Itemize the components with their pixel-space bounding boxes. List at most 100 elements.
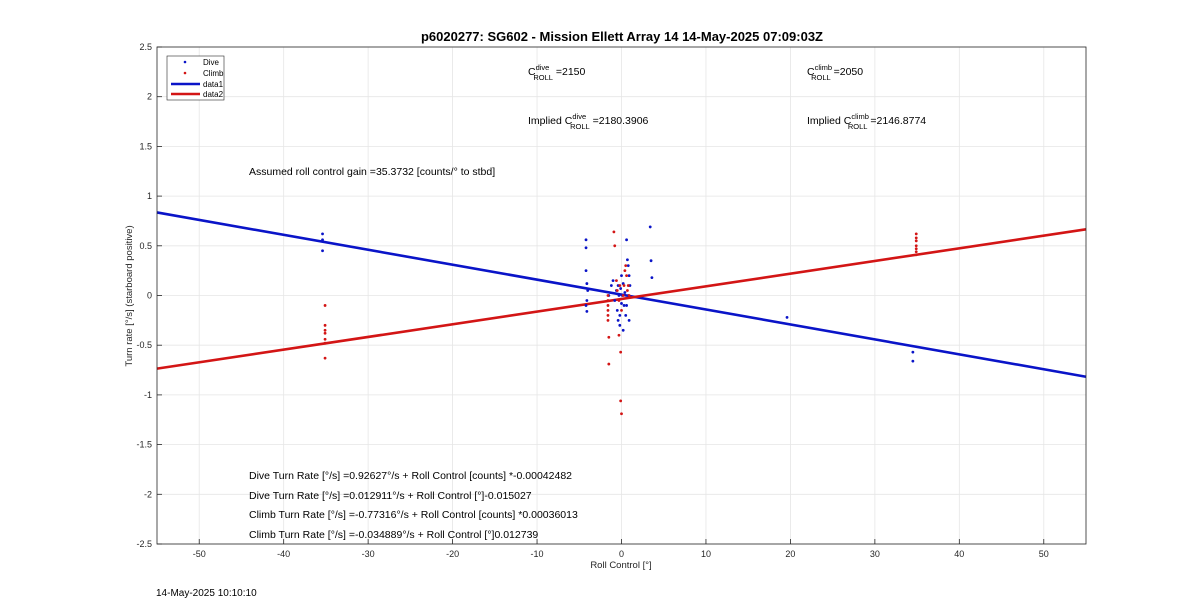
c-roll-climb-annotation: Cclimb ROLL =2050 [807,63,863,82]
climb-point [914,250,918,254]
dive-point [321,249,324,253]
dive-point [911,359,915,363]
dive-point [622,304,626,307]
y-axis-label: Turn rate [°/s] (starboard positive) [124,225,135,366]
legend-data2-label: data2 [203,90,224,99]
dive-point [618,323,622,327]
dive-point [609,284,613,287]
y-tick-label: -0.5 [136,340,152,350]
y-tick-label: 1.5 [139,141,152,151]
legend-climb-label: Climb [203,69,224,78]
series-layer [156,211,1087,416]
climb-point [618,284,622,287]
x-tick-label: -10 [531,549,544,559]
dive-point [621,328,625,332]
legend-box [166,55,225,101]
dive-point [626,258,629,262]
dive-point [625,304,628,307]
climb-point [625,274,628,278]
climb-point [615,279,618,282]
climb-counts-equation: Climb Turn Rate [°/s] =-0.77316°/s + Rol… [249,509,578,521]
climb-point [621,294,625,297]
dive-point [617,294,621,297]
dive-point [321,232,324,236]
climb-point [606,299,610,302]
climb-point [615,289,619,292]
climb-point [620,309,623,312]
climb-point [607,335,611,339]
climb-point [323,356,327,360]
climb-point [622,284,626,287]
dive-point [616,318,620,322]
climb-point [323,323,327,327]
footer-timestamp: 14-May-2025 10:10:10 [156,588,257,599]
legend-dive-label: Dive [203,58,220,67]
implied-c-roll-dive-annotation: Implied Cdive ROLL =2180.3906 [528,112,649,131]
climb-point [627,294,631,297]
tick-labels: -50 -40 -30 -20 -10 0 10 20 30 40 50-2.5-2-1.5-1-0… [136,42,1048,559]
dive-degrees-equation: Dive Turn Rate [°/s] =0.012911°/s + Roll… [249,490,532,502]
dive-point [584,238,588,242]
climb-point [323,331,327,335]
chart-title: p6020277: SG602 - Mission Ellett Array 1… [421,29,823,44]
climb-point [914,253,918,257]
y-tick-label: 2 [147,92,152,102]
climb-point [323,328,327,332]
implied-c-roll-climb-annotation: Implied Cclimb ROLL =2146.8774 [807,112,926,131]
y-tick-label: 0 [147,291,152,301]
climb-degrees-equation: Climb Turn Rate [°/s] =-0.034889°/s + Ro… [249,529,538,541]
legend-dive-marker [183,60,187,64]
x-tick-label: -30 [362,549,375,559]
x-tick-label: 0 [619,549,624,559]
climb-point [914,232,918,236]
dive-point [649,259,653,263]
dive-point [585,282,589,285]
climb-point [619,350,623,354]
dive-point [627,318,631,322]
climb-point [914,247,918,251]
dive-point [619,287,623,290]
y-tick-label: 2.5 [139,42,152,52]
climb-point [914,239,918,243]
y-tick-label: -2.5 [136,539,152,549]
y-tick-label: -2 [144,489,152,499]
climb-point [620,412,623,416]
climb-point [626,289,629,292]
dive-point [613,299,617,302]
climb-point [613,244,617,248]
climb-point [624,264,628,268]
climb-point [623,269,627,273]
y-tick-label: 0.5 [139,241,152,251]
climb-point [607,362,611,366]
y-tick-label: -1.5 [136,440,152,450]
climb-point [323,337,327,341]
legend-climb-marker [183,71,187,75]
climb-point [323,304,327,307]
climb-point [606,309,610,312]
x-tick-label: -40 [277,549,290,559]
climb-point [323,341,327,345]
climb-point [914,244,918,248]
x-tick-label: 20 [785,549,795,559]
dive-point [611,279,615,282]
climb-point [612,230,616,234]
dive-point [623,291,627,294]
climb-point [606,294,610,297]
climb-point [617,299,621,302]
x-tick-label: 10 [701,549,711,559]
x-tick-label: 30 [870,549,880,559]
climb-point [914,236,918,240]
dive-point [620,302,623,305]
y-tick-label: -1 [144,390,152,400]
fit-line-data2 [156,228,1087,370]
climb-point [606,304,610,307]
dive-point [627,274,631,278]
dive-point [584,246,588,250]
x-tick-label: 50 [1039,549,1049,559]
x-tick-label: 40 [954,549,964,559]
climb-point [619,399,623,403]
dive-point [584,269,588,273]
dive-point [618,313,622,317]
dive-point [785,315,789,319]
